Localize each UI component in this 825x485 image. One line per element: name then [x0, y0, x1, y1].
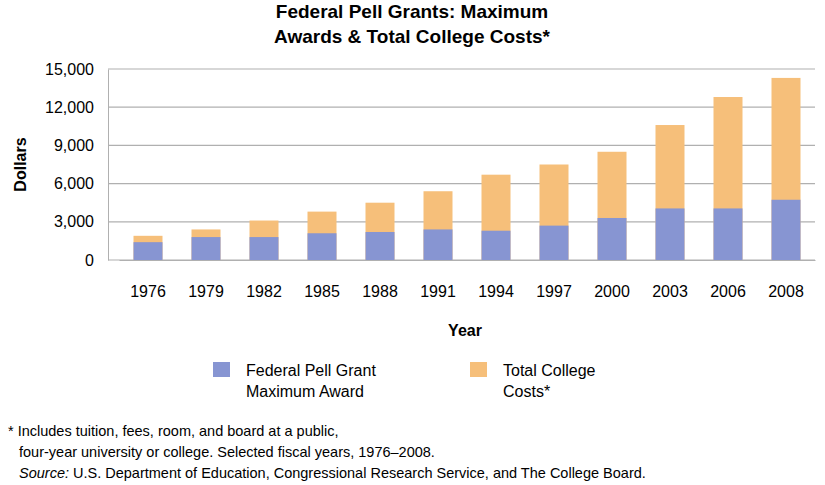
source: Source: U.S. Department of Education, Co…	[19, 465, 646, 481]
bar	[714, 97, 743, 260]
bar	[772, 78, 801, 260]
bar	[134, 242, 163, 260]
x-tick: 2006	[710, 260, 746, 300]
x-axis: 1976 1979 1982 1985 1988 1991 1994 1997 2000 2003…	[120, 260, 816, 300]
y-tick: 12,000	[45, 99, 108, 116]
grid-line	[108, 107, 815, 108]
x-tick-label: 1985	[304, 283, 340, 300]
y-tick-label: 15,000	[45, 61, 94, 78]
bar	[482, 175, 511, 260]
x-tick-label: 1994	[478, 283, 514, 300]
bar	[308, 233, 337, 260]
bar	[656, 208, 685, 260]
bar	[250, 237, 279, 260]
legend-label: Total CollegeCosts*	[503, 362, 596, 400]
y-tick: 9,000	[54, 137, 108, 154]
x-tick-label: 1979	[188, 283, 224, 300]
bar	[192, 237, 221, 260]
x-axis-line	[120, 260, 816, 261]
x-tick: 1994	[478, 260, 514, 300]
bar	[192, 229, 221, 260]
x-tick-label: 1997	[536, 283, 572, 300]
legend: Federal Pell GrantMaximum Award Total Col…	[213, 362, 596, 400]
x-tick-label: 2006	[710, 283, 746, 300]
bars	[134, 78, 801, 260]
bar	[308, 212, 337, 260]
grid-line	[108, 183, 815, 184]
bar	[366, 232, 395, 260]
legend-label: Federal Pell GrantMaximum Award	[246, 362, 376, 400]
bar	[598, 152, 627, 260]
bar	[134, 236, 163, 260]
bar	[540, 165, 569, 261]
x-tick-label: 1982	[246, 283, 282, 300]
bar	[656, 125, 685, 260]
x-tick: 1985	[304, 260, 340, 300]
x-tick: 1988	[362, 260, 398, 300]
y-axis-title: Dollars	[12, 137, 29, 191]
x-tick: 1976	[130, 260, 166, 300]
y-tick-label: 6,000	[54, 175, 94, 192]
bar	[424, 229, 453, 260]
chart: Federal Pell Grants: MaximumAwards & Tot…	[0, 0, 825, 485]
legend-swatch	[213, 362, 230, 377]
x-tick-label: 2003	[652, 283, 688, 300]
bar	[772, 200, 801, 260]
y-tick-label: 12,000	[45, 99, 94, 116]
x-tick: 1979	[188, 260, 224, 300]
x-tick-label: 2000	[594, 283, 630, 300]
bar-series	[134, 200, 801, 260]
x-tick-label: 1976	[130, 283, 166, 300]
y-tick: 6,000	[54, 175, 108, 192]
x-tick: 2003	[652, 260, 688, 300]
grid-line	[108, 145, 815, 146]
legend-swatch	[470, 362, 487, 377]
footnote: * Includes tuition, fees, room, and boar…	[8, 423, 338, 439]
y-axis-line	[108, 70, 109, 261]
x-tick: 2008	[768, 260, 804, 300]
title: Federal Pell Grants: MaximumAwards & Tot…	[274, 1, 551, 47]
x-tick-label: 2008	[768, 283, 804, 300]
x-tick-label: 1988	[362, 283, 398, 300]
bar	[598, 218, 627, 260]
y-tick: 3,000	[54, 213, 108, 230]
y-axis: 0 3,000 6,000 9,000 12,000 15,000	[45, 61, 108, 269]
bar	[250, 221, 279, 260]
grid-line	[108, 221, 815, 222]
bar	[540, 226, 569, 260]
y-tick: 15,000	[45, 61, 108, 78]
bar	[482, 231, 511, 260]
bar	[366, 203, 395, 260]
x-tick-label: 1991	[420, 283, 456, 300]
y-tick-label: 0	[85, 252, 94, 269]
bar-series	[134, 78, 801, 260]
x-tick: 1991	[420, 260, 456, 300]
y-tick-label: 9,000	[54, 137, 94, 154]
x-tick: 1982	[246, 260, 282, 300]
y-tick-label: 3,000	[54, 213, 94, 230]
y-tick: 0	[85, 252, 108, 269]
x-axis-title: Year	[448, 322, 482, 339]
grid	[108, 69, 815, 260]
bar	[714, 208, 743, 260]
x-tick: 1997	[536, 260, 572, 300]
bar	[424, 191, 453, 260]
grid-line	[108, 68, 815, 69]
footnote: four-year university or college. Selecte…	[19, 444, 435, 460]
x-tick: 2000	[594, 260, 630, 300]
